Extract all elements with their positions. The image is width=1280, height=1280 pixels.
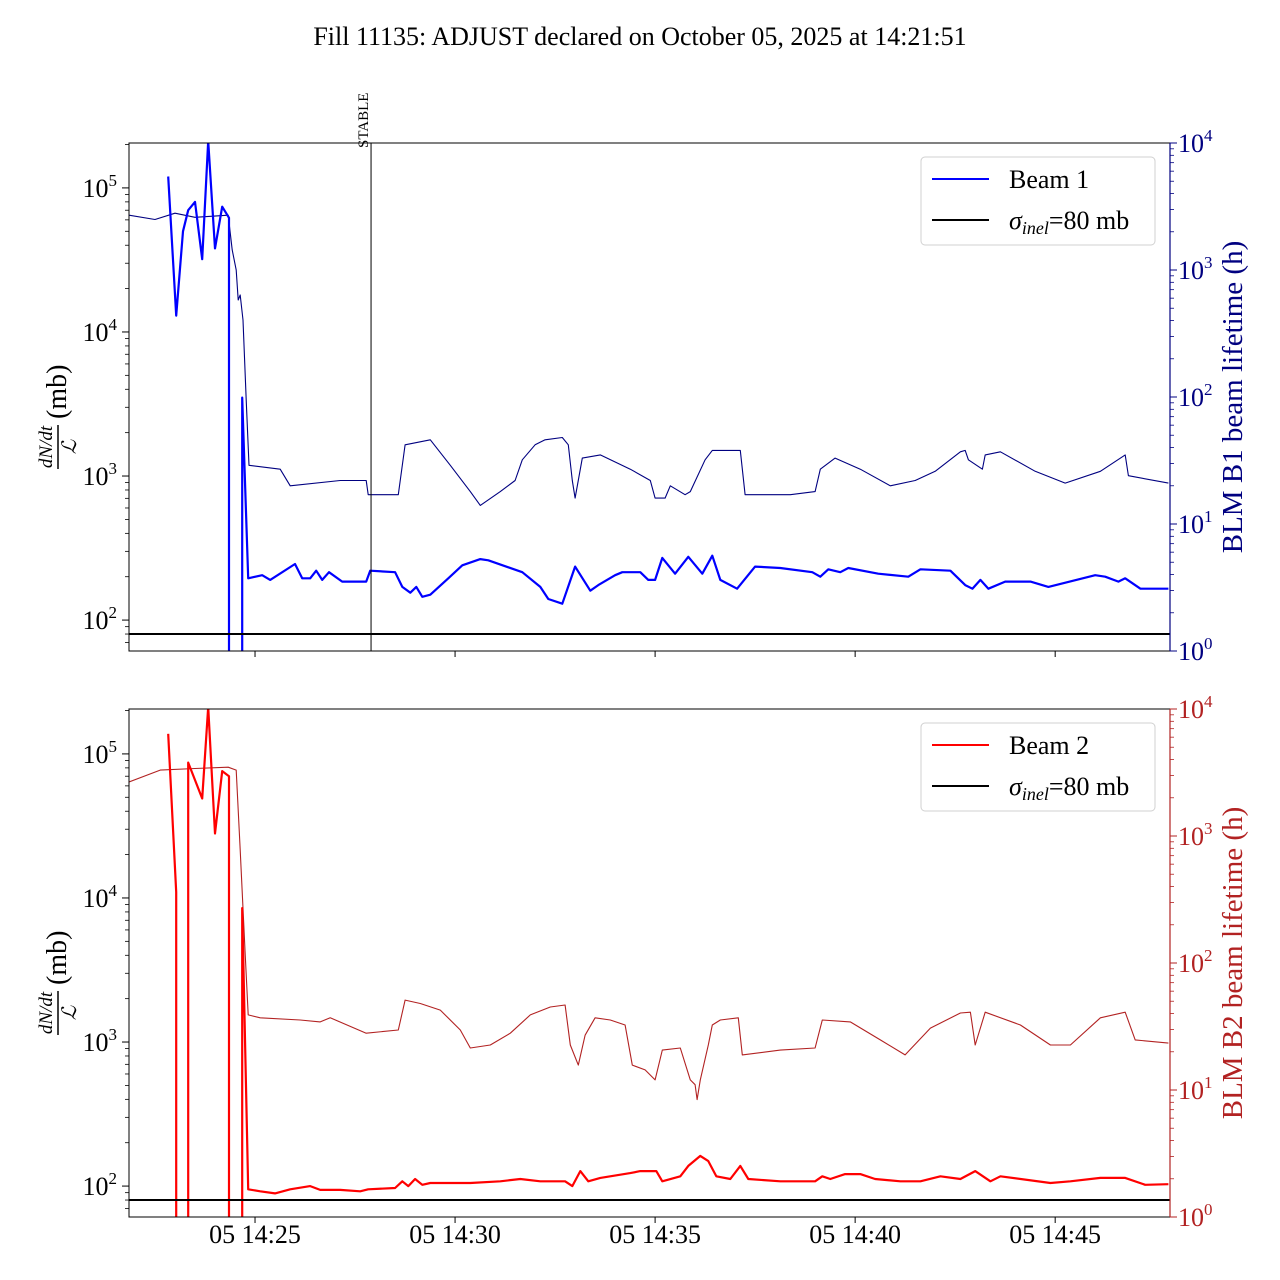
y-tick-label: 103 bbox=[83, 1025, 118, 1057]
y-tick-base: 10 bbox=[83, 1028, 109, 1057]
y-label-unit: (mb) bbox=[42, 365, 73, 419]
series-line-beam-1 bbox=[167, 143, 1169, 651]
x-tick-label: 05 14:25 bbox=[209, 1220, 301, 1249]
y2-tick-exponent: 3 bbox=[1204, 819, 1213, 838]
y2-tick-label: 102 bbox=[1178, 380, 1213, 412]
y-tick-exponent: 2 bbox=[109, 603, 118, 622]
y-label-denominator: ℒ bbox=[59, 1005, 81, 1020]
series-line-blm-b1-beam-lifetime bbox=[129, 212, 1169, 506]
y2-tick-label: 104 bbox=[1178, 126, 1213, 158]
y2-tick-label: 103 bbox=[1178, 253, 1213, 285]
y-axis-label: dN/dt ℒ (mb) bbox=[36, 365, 81, 469]
sigma-symbol: σ bbox=[1009, 772, 1023, 801]
y-tick-base: 10 bbox=[83, 740, 109, 769]
y2-tick-label: 102 bbox=[1178, 946, 1213, 978]
y-tick-base: 10 bbox=[83, 318, 109, 347]
y-tick-exponent: 4 bbox=[109, 881, 118, 900]
y2-tick-base: 10 bbox=[1178, 256, 1204, 285]
y2-tick-label: 101 bbox=[1178, 1073, 1213, 1105]
stable-marker-label: STABLE bbox=[356, 93, 372, 148]
y2-tick-base: 10 bbox=[1178, 695, 1204, 724]
y2-tick-label: 103 bbox=[1178, 819, 1213, 851]
sigma-subscript: inel bbox=[1022, 218, 1049, 238]
series-line-beam-2 bbox=[167, 709, 1169, 1217]
y-tick-exponent: 3 bbox=[109, 1025, 118, 1044]
figure-title: Fill 11135: ADJUST declared on October 0… bbox=[313, 22, 966, 51]
plot-area bbox=[129, 709, 1170, 1217]
y2-tick-base: 10 bbox=[1178, 637, 1204, 666]
y2-tick-base: 10 bbox=[1178, 1076, 1204, 1105]
y-tick-label: 104 bbox=[83, 881, 118, 913]
y2-tick-base: 10 bbox=[1178, 383, 1204, 412]
y2-tick-exponent: 1 bbox=[1204, 507, 1213, 526]
y-tick-exponent: 5 bbox=[109, 171, 118, 190]
y-tick-label: 102 bbox=[83, 1169, 118, 1201]
x-tick-label: 05 14:35 bbox=[609, 1220, 701, 1249]
sigma-value: =80 mb bbox=[1049, 772, 1129, 801]
legend-label: σinel=80 mb bbox=[1009, 206, 1129, 238]
legend: Beam 2 σinel=80 mb bbox=[920, 722, 1156, 812]
y-tick-base: 10 bbox=[83, 174, 109, 203]
sigma-value: =80 mb bbox=[1049, 206, 1129, 235]
y-tick-label: 102 bbox=[83, 603, 118, 635]
legend: Beam 1 σinel=80 mb bbox=[920, 156, 1156, 246]
y2-tick-base: 10 bbox=[1178, 1203, 1204, 1232]
y2-tick-label: 100 bbox=[1178, 1200, 1213, 1232]
sigma-subscript: inel bbox=[1022, 784, 1049, 804]
y-label-numerator: dN/dt bbox=[36, 425, 57, 468]
y2-tick-base: 10 bbox=[1178, 822, 1204, 851]
y2-tick-exponent: 4 bbox=[1204, 692, 1213, 711]
x-tick-label: 05 14:40 bbox=[809, 1220, 901, 1249]
y-tick-exponent: 2 bbox=[109, 1169, 118, 1188]
sigma-symbol: σ bbox=[1009, 206, 1023, 235]
y2-tick-base: 10 bbox=[1178, 510, 1204, 539]
y2-tick-exponent: 3 bbox=[1204, 253, 1213, 272]
x-tick-label: 05 14:30 bbox=[409, 1220, 501, 1249]
y-tick-base: 10 bbox=[83, 884, 109, 913]
plot-area bbox=[129, 143, 1170, 651]
x-tick-label: 05 14:45 bbox=[1009, 1220, 1101, 1249]
y2-tick-exponent: 2 bbox=[1204, 380, 1213, 399]
y2-tick-base: 10 bbox=[1178, 949, 1204, 978]
y2-tick-exponent: 0 bbox=[1204, 1200, 1213, 1219]
y2-tick-exponent: 2 bbox=[1204, 946, 1213, 965]
y-tick-exponent: 5 bbox=[109, 737, 118, 756]
y-axis-label: dN/dt ℒ (mb) bbox=[36, 931, 81, 1035]
legend-label: Beam 2 bbox=[1009, 731, 1089, 760]
y-label-denominator: ℒ bbox=[59, 439, 81, 454]
y-tick-exponent: 3 bbox=[109, 459, 118, 478]
y-tick-label: 104 bbox=[83, 315, 118, 347]
y2-tick-exponent: 4 bbox=[1204, 126, 1213, 145]
y-label-numerator: dN/dt bbox=[36, 991, 57, 1034]
y-tick-base: 10 bbox=[83, 1172, 109, 1201]
y2-axis-label: BLM B1 beam lifetime (h) bbox=[1217, 241, 1249, 554]
y2-tick-exponent: 0 bbox=[1204, 634, 1213, 653]
y2-tick-label: 101 bbox=[1178, 507, 1213, 539]
y-tick-label: 105 bbox=[83, 737, 118, 769]
legend-label: Beam 1 bbox=[1009, 165, 1089, 194]
legend-label: σinel=80 mb bbox=[1009, 772, 1129, 804]
panel-bottom: 05 14:25 05 14:30 05 14:35 05 14:40 05 14:45… bbox=[36, 692, 1249, 1249]
y2-tick-label: 100 bbox=[1178, 634, 1213, 666]
y2-tick-exponent: 1 bbox=[1204, 1073, 1213, 1092]
series-line-blm-b2-beam-lifetime bbox=[129, 766, 1169, 1101]
y-tick-base: 10 bbox=[83, 606, 109, 635]
y-label-unit: (mb) bbox=[42, 931, 73, 985]
y-tick-exponent: 4 bbox=[109, 315, 118, 334]
y2-tick-label: 104 bbox=[1178, 692, 1213, 724]
y-tick-label: 103 bbox=[83, 459, 118, 491]
y-tick-base: 10 bbox=[83, 462, 109, 491]
y2-axis-label: BLM B2 beam lifetime (h) bbox=[1217, 807, 1249, 1120]
y2-tick-base: 10 bbox=[1178, 129, 1204, 158]
y-tick-label: 105 bbox=[83, 171, 118, 203]
